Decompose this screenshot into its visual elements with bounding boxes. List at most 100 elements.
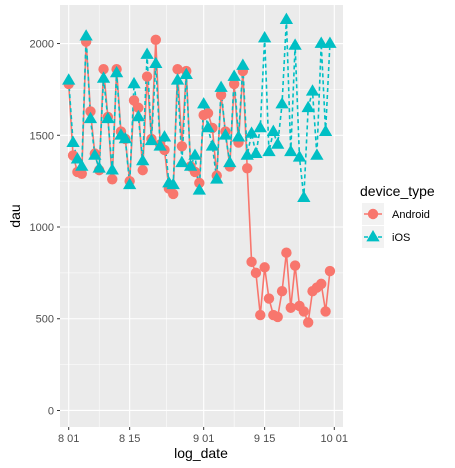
legend-key-point-android <box>367 208 379 220</box>
y-tick-label: 0 <box>48 405 54 417</box>
point-android <box>98 64 109 75</box>
point-ios <box>236 58 250 70</box>
point-android <box>281 247 292 258</box>
point-android <box>137 164 148 176</box>
point-ios <box>83 111 98 124</box>
point-android <box>172 64 183 75</box>
point-ios <box>244 126 259 138</box>
point-ios <box>140 47 154 59</box>
point-ios <box>109 65 124 78</box>
point-ios <box>262 144 276 157</box>
point-android <box>272 311 283 323</box>
point-ios <box>201 120 215 133</box>
point-ios <box>257 31 272 43</box>
point-android <box>302 317 314 328</box>
y-tick-label: 500 <box>36 314 54 326</box>
point-ios <box>170 73 185 85</box>
point-ios <box>218 128 233 140</box>
point-ios <box>310 148 324 160</box>
x-tick-label: 9 15 <box>254 433 275 445</box>
point-ios <box>153 139 167 151</box>
point-android <box>133 102 144 113</box>
point-android <box>176 141 188 152</box>
panel-background <box>60 5 343 427</box>
legend-keys: Android iOS <box>362 203 430 248</box>
point-android <box>320 306 331 317</box>
y-tick-label: 1500 <box>30 130 54 142</box>
point-ios <box>175 155 189 168</box>
point-ios <box>144 133 159 146</box>
y-tick-label: 2000 <box>30 39 54 51</box>
point-ios <box>188 148 202 160</box>
point-android <box>298 306 310 317</box>
point-ios <box>253 120 267 133</box>
point-android <box>316 278 327 290</box>
point-ios <box>62 73 76 85</box>
point-android <box>107 174 118 185</box>
point-ios <box>166 177 180 190</box>
point-ios <box>101 111 115 124</box>
legend-label-ios: iOS <box>392 232 410 244</box>
point-ios <box>288 38 302 50</box>
point-android <box>150 34 161 46</box>
point-android <box>194 177 205 189</box>
x-axis: 8 01 8 15 9 01 9 15 10 01 <box>58 427 348 445</box>
point-android <box>246 256 257 268</box>
point-ios <box>205 139 220 151</box>
point-ios <box>214 80 228 92</box>
point-android <box>250 267 262 279</box>
legend-key-point-ios <box>366 230 380 242</box>
point-ios <box>66 135 80 147</box>
point-ios <box>210 172 224 184</box>
point-android <box>85 106 96 117</box>
x-axis-title: log_date <box>174 445 228 461</box>
point-ios <box>127 76 141 89</box>
point-ios <box>197 97 211 109</box>
point-ios <box>227 69 241 81</box>
legend-label-android: Android <box>392 209 430 221</box>
y-tick-label: 1000 <box>30 222 54 234</box>
point-ios <box>249 146 263 158</box>
point-ios <box>192 183 206 195</box>
point-ios <box>223 155 237 168</box>
point-android <box>289 260 301 271</box>
y-axis: 0 500 1000 1500 2000 <box>30 39 60 417</box>
point-android <box>215 89 227 101</box>
series-points <box>62 12 337 328</box>
point-android <box>228 78 240 90</box>
point-android <box>141 71 153 82</box>
point-ios <box>79 29 93 41</box>
point-android <box>242 163 253 174</box>
point-ios <box>284 144 298 157</box>
point-android <box>285 302 296 313</box>
point-ios <box>92 161 106 173</box>
x-tick-label: 8 01 <box>58 433 79 445</box>
point-ios <box>96 71 111 83</box>
point-android <box>259 262 270 273</box>
point-android <box>202 108 214 119</box>
point-ios <box>88 148 102 160</box>
point-ios <box>118 131 132 144</box>
point-ios <box>301 100 315 113</box>
point-android <box>255 309 266 321</box>
point-ios <box>323 36 337 48</box>
point-ios <box>305 84 320 96</box>
point-ios <box>231 130 246 142</box>
point-ios <box>131 109 146 122</box>
point-ios <box>123 177 137 190</box>
point-ios <box>157 130 172 142</box>
point-ios <box>183 159 198 171</box>
point-ios <box>136 153 150 166</box>
point-android <box>168 188 179 200</box>
legend-title: device_type <box>360 183 435 199</box>
x-tick-label: 10 01 <box>321 433 349 445</box>
point-android <box>263 293 275 304</box>
point-ios <box>266 124 280 136</box>
point-ios <box>75 159 89 171</box>
point-ios <box>314 36 328 48</box>
point-ios <box>275 97 289 109</box>
point-ios <box>70 152 85 164</box>
legend: device_type Android iOS <box>360 183 435 248</box>
x-tick-label: 8 15 <box>119 433 140 445</box>
